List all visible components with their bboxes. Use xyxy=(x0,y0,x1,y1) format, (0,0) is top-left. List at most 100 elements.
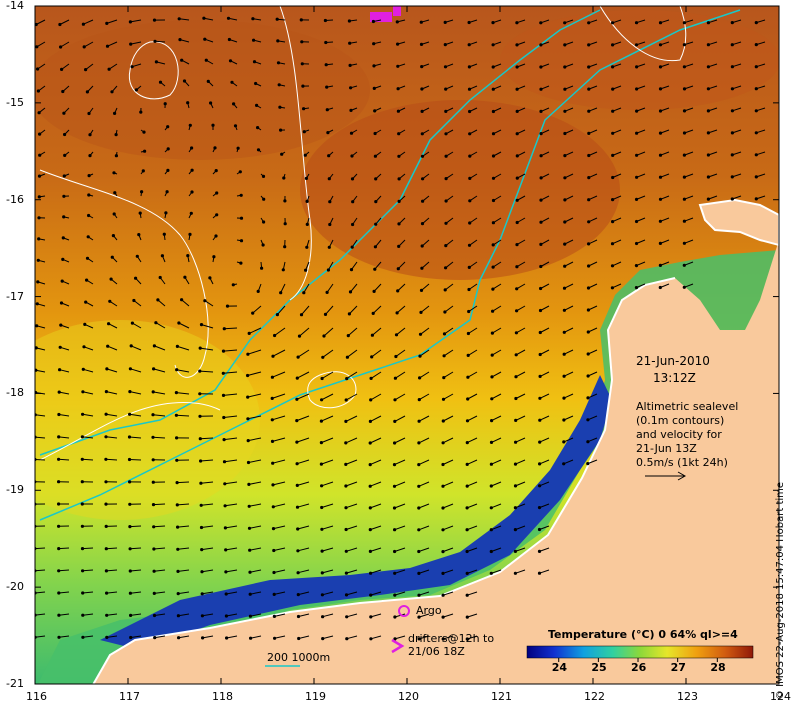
velocity-arrow-head xyxy=(275,17,279,21)
y-tick-label: -21 xyxy=(6,677,24,690)
velocity-arrow-head xyxy=(392,484,397,488)
velocity-arrow xyxy=(587,415,598,421)
velocity-arrow xyxy=(59,19,70,25)
velocity-arrow xyxy=(106,19,118,24)
velocity-arrow-head xyxy=(658,219,663,223)
velocity-arrow-head xyxy=(465,462,469,466)
velocity-arrow-head xyxy=(393,398,397,402)
velocity-arrow-head xyxy=(228,59,233,63)
velocity-arrow-head xyxy=(587,242,591,246)
velocity-arrow-head xyxy=(468,109,472,114)
velocity-arrow-head xyxy=(107,322,111,326)
velocity-arrow-head xyxy=(247,504,251,508)
velocity-arrow-head xyxy=(444,199,448,203)
velocity-arrow xyxy=(273,569,286,573)
velocity-arrow-head xyxy=(682,241,687,245)
velocity-arrow-head xyxy=(344,549,348,553)
velocity-arrow-head xyxy=(84,300,88,304)
velocity-arrow xyxy=(326,283,334,293)
velocity-arrow-head xyxy=(658,43,663,47)
velocity-arrow-head xyxy=(87,174,91,178)
argo-float-marker[interactable] xyxy=(370,12,392,22)
velocity-arrow xyxy=(225,503,238,507)
velocity-arrow xyxy=(130,591,142,594)
velocity-arrow-head xyxy=(248,614,252,618)
velocity-arrow xyxy=(418,525,430,531)
velocity-arrow-head xyxy=(81,591,85,595)
velocity-arrow xyxy=(418,415,430,422)
velocity-arrow xyxy=(370,547,382,552)
velocity-arrow-head xyxy=(491,132,496,136)
velocity-arrow xyxy=(106,368,118,373)
velocity-arrow-head xyxy=(162,232,166,236)
velocity-arrow-head xyxy=(417,398,421,402)
velocity-arrow xyxy=(129,391,142,395)
velocity-arrow-head xyxy=(587,65,591,69)
velocity-arrow xyxy=(587,349,598,355)
velocity-arrow xyxy=(35,436,46,439)
velocity-arrow xyxy=(297,547,310,552)
info-line: 21-Jun 13Z xyxy=(636,442,697,455)
velocity-arrow-head xyxy=(297,334,302,338)
velocity-arrow-head xyxy=(199,323,204,327)
velocity-arrow-head xyxy=(215,191,219,195)
velocity-arrow-head xyxy=(539,264,543,269)
velocity-arrow-head xyxy=(468,176,472,180)
x-tick-label: 121 xyxy=(491,690,512,703)
velocity-arrow-head xyxy=(658,197,663,201)
velocity-arrow xyxy=(491,349,502,356)
info-line: (0.1m contours) xyxy=(636,414,725,427)
velocity-arrow-head xyxy=(369,637,373,641)
velocity-arrow-head xyxy=(190,168,194,172)
velocity-arrow-head xyxy=(587,176,591,180)
velocity-arrow xyxy=(468,283,478,290)
velocity-arrow-head xyxy=(586,396,590,400)
colorbar-tick-label: 27 xyxy=(670,661,686,674)
velocity-arrow-head xyxy=(635,87,639,91)
velocity-arrow-head xyxy=(128,20,132,24)
velocity-arrow-head xyxy=(152,525,156,529)
velocity-arrow-head xyxy=(61,236,65,240)
land-cape[interactable] xyxy=(698,198,779,247)
velocity-arrow-head xyxy=(394,354,398,359)
velocity-arrow-head xyxy=(174,413,178,417)
velocity-arrow-head xyxy=(188,232,192,236)
velocity-arrow xyxy=(106,591,118,594)
velocity-arrow-head xyxy=(491,65,495,69)
velocity-arrow-head xyxy=(562,418,566,422)
velocity-arrow-head xyxy=(300,62,304,66)
velocity-arrow-head xyxy=(283,245,287,249)
velocity-arrow-head xyxy=(57,435,61,439)
velocity-arrow-head xyxy=(369,593,373,597)
temperature-colorbar xyxy=(526,645,754,659)
velocity-arrow xyxy=(35,635,46,638)
velocity-arrow-head xyxy=(515,132,519,136)
velocity-arrow-head xyxy=(467,43,471,47)
velocity-arrow-head xyxy=(246,352,250,356)
drifter-track[interactable] xyxy=(393,4,401,16)
velocity-arrow xyxy=(397,283,406,292)
velocity-arrow xyxy=(421,283,430,291)
velocity-arrow xyxy=(370,613,382,618)
velocity-arrow xyxy=(224,327,238,330)
velocity-arrow-head xyxy=(372,64,376,68)
velocity-arrow-head xyxy=(682,153,687,157)
colorbar-tick-label: 25 xyxy=(591,661,607,674)
velocity-arrow-head xyxy=(81,412,85,416)
land-mass[interactable] xyxy=(35,6,779,690)
velocity-arrow-head xyxy=(539,65,543,69)
velocity-arrow-head xyxy=(199,525,204,530)
velocity-arrow-head xyxy=(513,462,518,466)
velocity-arrow xyxy=(223,349,238,352)
velocity-arrow xyxy=(250,591,262,595)
velocity-arrow xyxy=(35,547,46,550)
velocity-arrow-head xyxy=(198,369,202,373)
velocity-arrow xyxy=(396,305,406,314)
velocity-arrow-head xyxy=(417,506,421,510)
y-axis-ticks xyxy=(35,5,779,685)
velocity-arrow-head xyxy=(272,548,276,553)
velocity-arrow xyxy=(321,371,334,379)
velocity-arrow xyxy=(394,547,406,552)
velocity-arrow-head xyxy=(326,131,330,135)
velocity-arrow xyxy=(130,547,142,550)
